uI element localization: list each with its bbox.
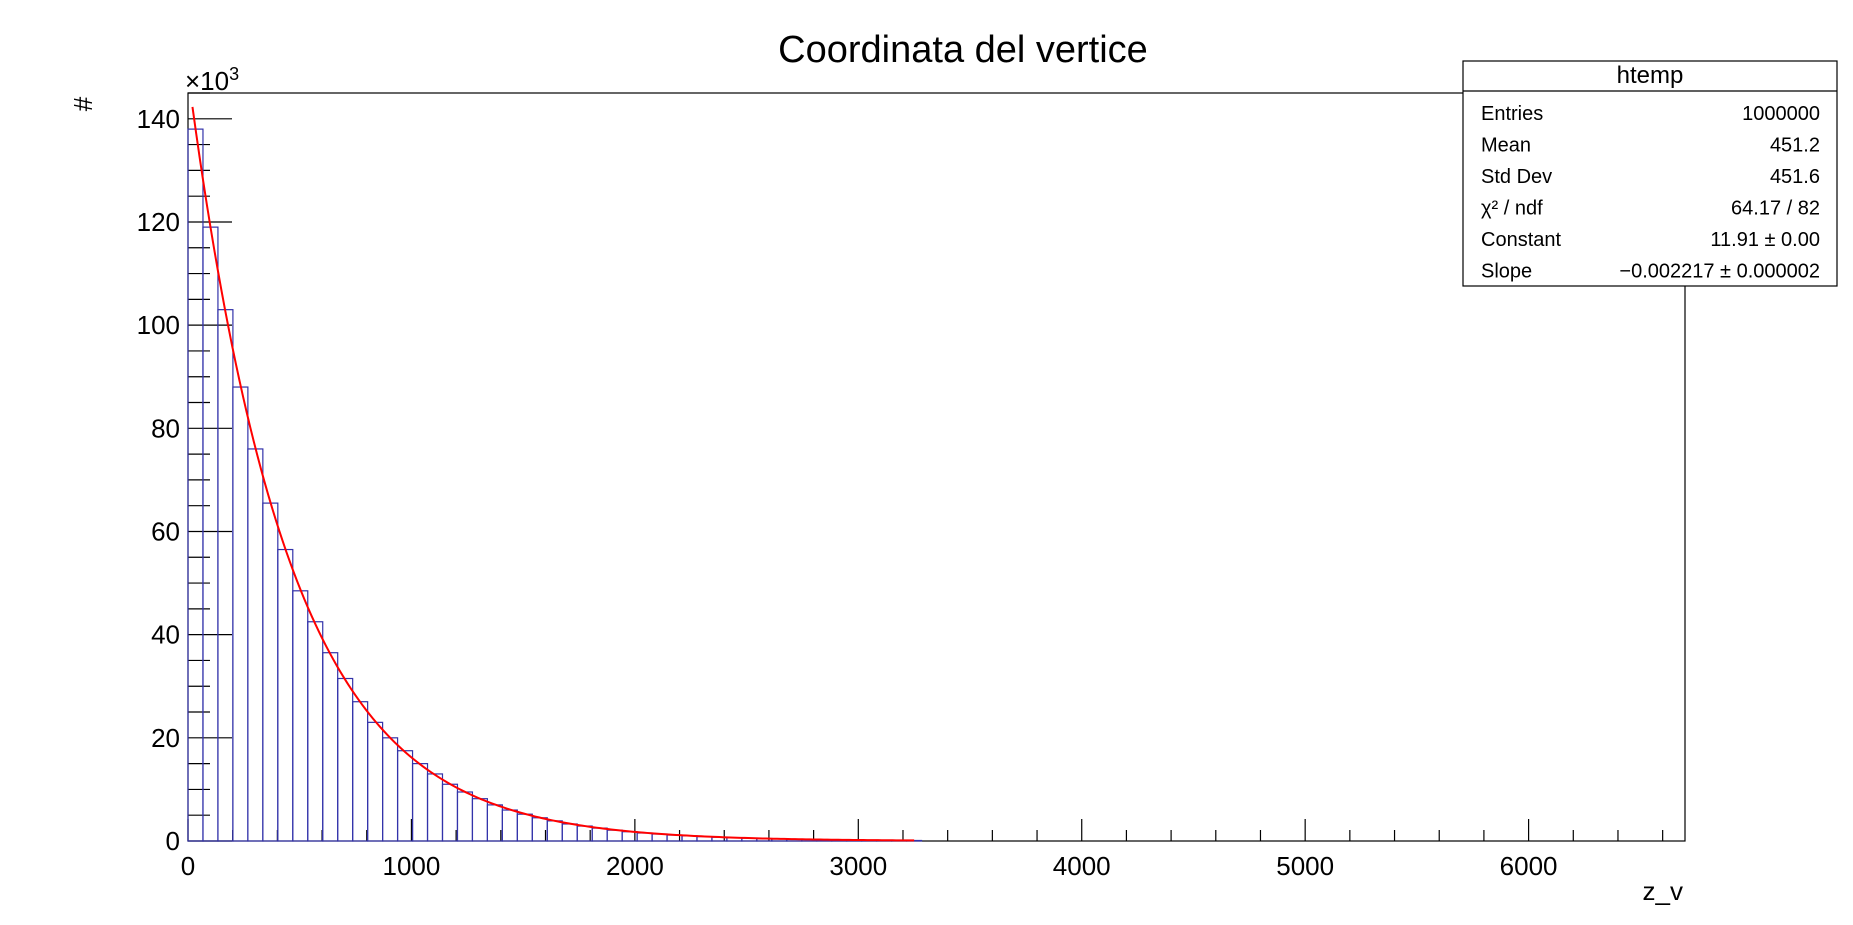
stats-row-value: 64.17 / 82 [1731, 198, 1820, 220]
stats-box-rows: Entries 1000000 Mean 451.2 Std Dev 451.6 χ² / … [1481, 103, 1820, 283]
stats-box: htemp Entries 1000000 Mean 451.2 Std Dev 451.… [1462, 60, 1838, 287]
y-tick-label: 20 [151, 723, 180, 753]
histogram-bar [546, 820, 563, 842]
histogram-bar [501, 809, 518, 842]
histogram-bar [292, 590, 309, 842]
chart-title: Coordinata del vertice [778, 29, 1148, 71]
histogram-bar [247, 448, 264, 842]
y-axis-multiplier: ×103 [185, 64, 239, 96]
x-tick-label: 2000 [606, 851, 664, 881]
histogram-bar [561, 823, 578, 842]
stats-row-label: Std Dev [1481, 166, 1552, 188]
histogram-bar [456, 791, 474, 842]
x-tick-label: 3000 [829, 851, 887, 881]
histogram-bar [486, 804, 503, 842]
stats-row-label: χ² / ndf [1481, 198, 1543, 220]
y-tick-label: 40 [151, 620, 180, 650]
stats-row-value: 1000000 [1742, 103, 1820, 125]
histogram-bar [307, 621, 324, 842]
histogram-bar [516, 813, 533, 842]
histogram-bar [217, 309, 234, 842]
histogram-bar [352, 701, 369, 842]
histogram-bar [187, 128, 204, 842]
histogram-bar [636, 832, 653, 842]
x-tick-label: 0 [181, 851, 195, 881]
histogram-bar [202, 226, 219, 842]
histogram-bar [337, 677, 354, 842]
stats-row-value: 11.91 ± 0.00 [1710, 229, 1820, 251]
fit-curve [191, 106, 915, 842]
y-tick-label: 80 [151, 413, 180, 443]
y-axis-multiplier-base: ×10 [185, 66, 229, 96]
stats-box-frame [1462, 60, 1838, 287]
y-axis: 0 20 40 60 80 100 120 140 [137, 92, 232, 856]
histogram-bar [367, 721, 384, 842]
stats-row-value: −0.002217 ± 0.000002 [1619, 261, 1820, 283]
stats-row-label: Mean [1481, 135, 1531, 157]
histogram-bar [411, 763, 429, 842]
histogram-bar [426, 773, 444, 842]
histogram-bar [441, 783, 459, 842]
x-tick-label: 4000 [1053, 851, 1111, 881]
y-axis-multiplier-exponent: 3 [229, 64, 239, 84]
y-tick-label: 60 [151, 516, 180, 546]
y-tick-label: 0 [166, 826, 180, 856]
x-axis-label: z_v [1643, 876, 1683, 906]
stats-row-value: 451.2 [1770, 135, 1820, 157]
plot-frame [187, 92, 1686, 842]
stats-box-title: htemp [1617, 62, 1684, 89]
histogram-bar [322, 652, 339, 842]
x-tick-label: 5000 [1276, 851, 1334, 881]
stats-row-label: Constant [1481, 229, 1561, 251]
x-tick-label: 6000 [1500, 851, 1558, 881]
histogram-bar [277, 548, 294, 842]
histogram-bar [262, 502, 279, 842]
histogram-bar [396, 750, 414, 842]
histogram-bar [382, 737, 399, 842]
y-tick-label: 140 [137, 104, 180, 134]
stats-row-label: Slope [1481, 261, 1532, 283]
histogram-bar [606, 829, 623, 842]
stats-row-value: 451.6 [1770, 166, 1820, 188]
histogram-bar [232, 386, 249, 842]
stats-row-label: Entries [1481, 103, 1543, 125]
y-tick-label: 120 [137, 207, 180, 237]
histogram-bar [591, 827, 608, 842]
x-tick-label: 1000 [383, 851, 441, 881]
histogram-bar [471, 798, 488, 842]
histogram [187, 128, 923, 842]
y-tick-label: 100 [137, 310, 180, 340]
y-axis-label: # [68, 96, 98, 111]
x-axis: 0 1000 2000 3000 4000 5000 6000 [181, 819, 1664, 881]
